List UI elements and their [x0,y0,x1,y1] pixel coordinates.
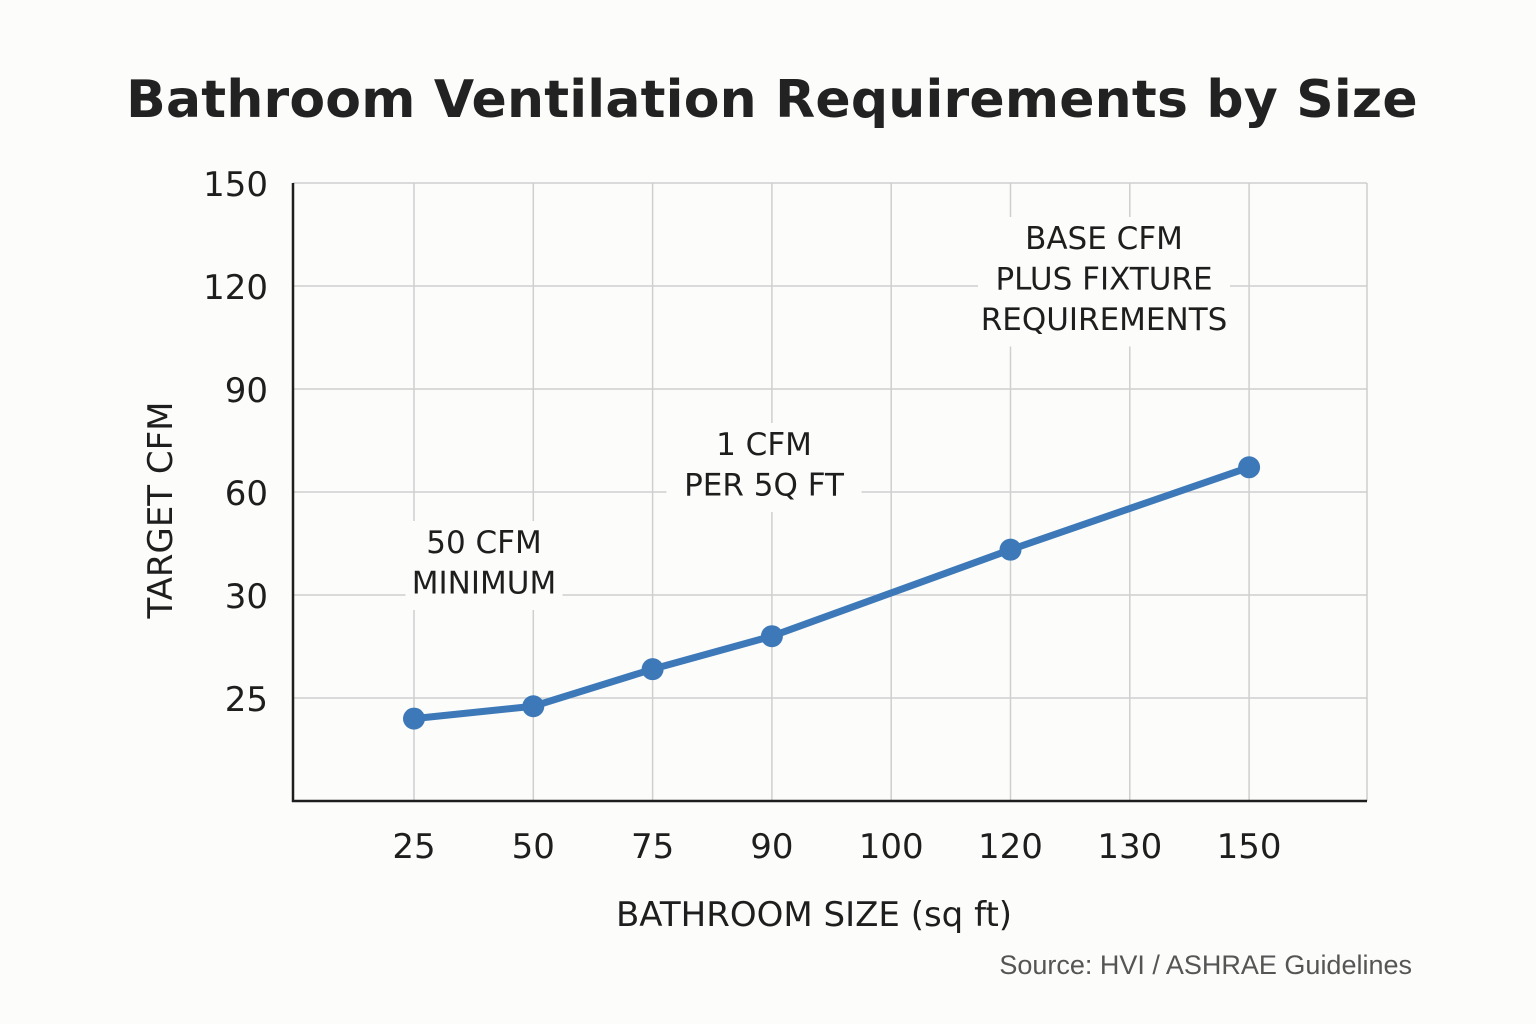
annotation-background [978,217,1230,347]
data-point [760,625,783,648]
x-tick-label: 90 [750,827,793,867]
data-point [403,707,425,730]
y-tick-label: 90 [225,371,268,411]
annotation-text: MINIMUM [412,566,556,602]
x-tick-label: 100 [859,827,924,867]
y-tick-label: 150 [203,165,268,205]
annotation-text: BASE CFM [1025,221,1183,257]
x-axis-label: BATHROOM SIZE (sq ft) [616,895,1012,935]
annotation-text: 50 CFM [426,525,542,561]
x-tick-label: 25 [392,827,435,867]
annotation-background [405,521,563,610]
x-tick-label: 75 [631,827,674,867]
x-tick-label: 50 [512,827,555,867]
annotation-background [666,423,862,512]
annotations: 50 CFM MINIMUM 1 CFM PER 5Q FT BASE CFM PLUS … [405,217,1230,610]
y-tick-label: 30 [225,577,268,617]
y-tick-label: 25 [225,680,268,720]
data-series [403,456,1261,730]
annotation-text: PER 5Q FT [684,468,845,504]
source-note: Source: HVI / ASHRAE Guidelines [999,950,1412,980]
series-line [410,463,1253,723]
annotation-text: REQUIREMENTS [981,302,1228,338]
axes [291,183,1367,803]
y-axis-label: TARGET CFM [141,401,181,619]
y-tick-label: 60 [225,474,268,514]
y-tick-label: 120 [203,268,268,308]
data-point [999,538,1022,561]
tick-labels: 150 120 90 60 30 25 25 50 75 90 100 120 130 150 [203,165,1281,867]
x-tick-label: 130 [1097,827,1162,867]
chart-title: Bathroom Ventilation Requirements by Siz… [126,70,1418,130]
data-point [522,695,545,718]
data-point [641,658,664,681]
data-point [1238,456,1261,479]
x-tick-label: 150 [1217,827,1282,867]
annotation-text: 1 CFM [716,427,812,463]
annotation-text: PLUS FIXTURE [995,262,1212,298]
x-tick-label: 120 [978,827,1043,867]
